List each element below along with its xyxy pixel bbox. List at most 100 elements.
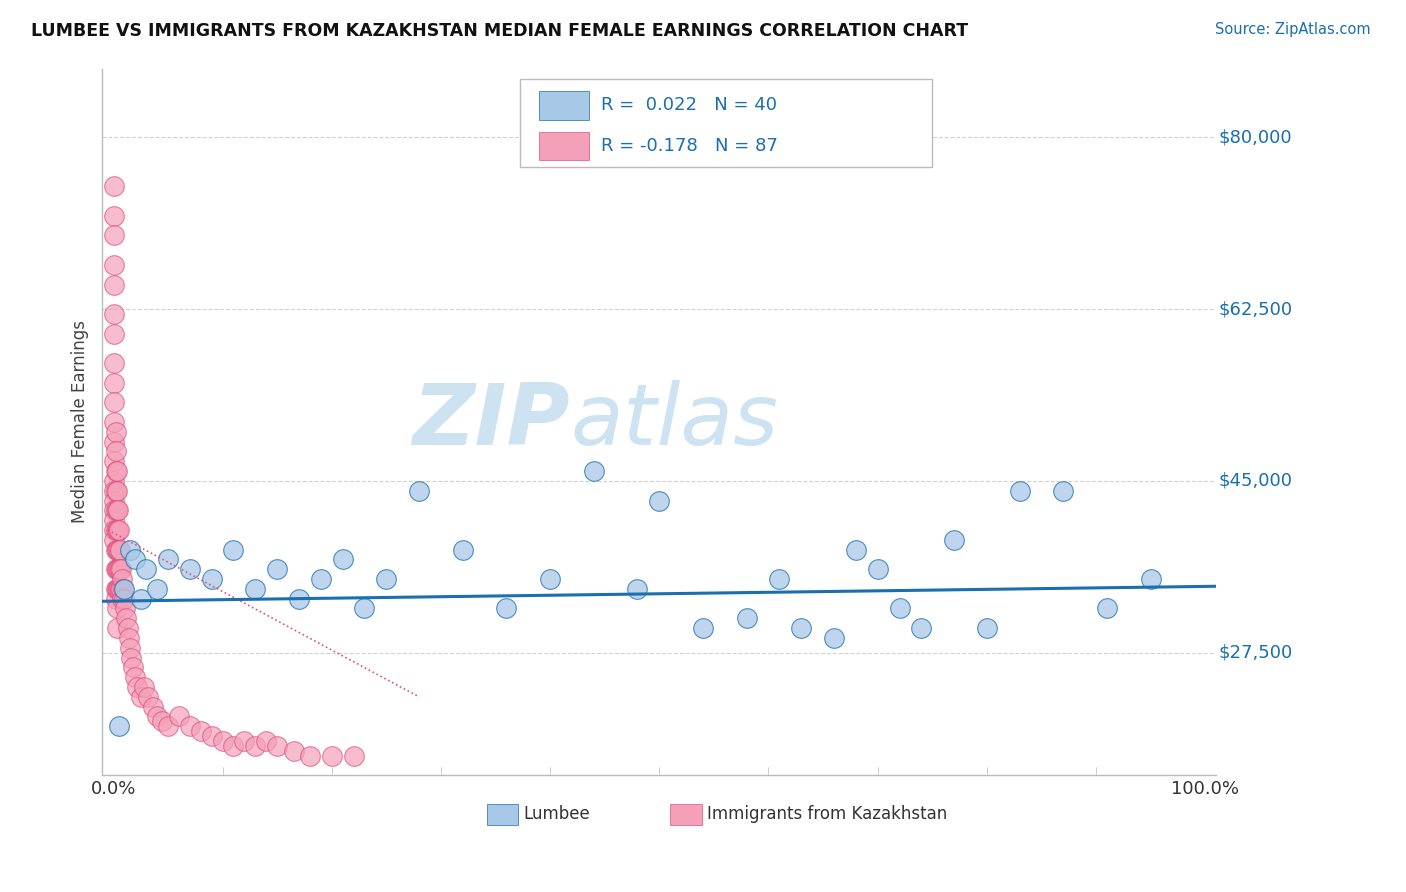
Point	[129, 690, 152, 704]
Point	[146, 709, 169, 723]
Point	[648, 493, 671, 508]
Point	[103, 454, 125, 468]
Point	[408, 483, 430, 498]
Point	[104, 582, 127, 596]
Point	[976, 621, 998, 635]
Point	[108, 582, 131, 596]
Point	[104, 523, 127, 537]
Point	[103, 258, 125, 272]
Point	[108, 562, 131, 576]
Point	[156, 719, 179, 733]
Point	[103, 503, 125, 517]
Point	[105, 503, 128, 517]
Point	[889, 601, 911, 615]
Point	[495, 601, 517, 615]
Point	[1095, 601, 1118, 615]
Point	[103, 326, 125, 341]
Point	[103, 209, 125, 223]
Point	[104, 542, 127, 557]
Point	[582, 464, 605, 478]
Bar	[486, 804, 517, 825]
Point	[266, 739, 288, 753]
Text: R = -0.178   N = 87: R = -0.178 N = 87	[602, 137, 779, 155]
Point	[107, 503, 129, 517]
Point	[136, 690, 159, 704]
Point	[353, 601, 375, 615]
Point	[105, 542, 128, 557]
Point	[120, 650, 142, 665]
Bar	[538, 91, 589, 120]
Bar	[538, 132, 589, 161]
Point	[122, 660, 145, 674]
Point	[768, 572, 790, 586]
Point	[626, 582, 648, 596]
Point	[735, 611, 758, 625]
Point	[245, 582, 267, 596]
Point	[104, 483, 127, 498]
Point	[146, 582, 169, 596]
Point	[266, 562, 288, 576]
Point	[108, 582, 131, 596]
Point	[1008, 483, 1031, 498]
Point	[103, 523, 125, 537]
Point	[108, 562, 131, 576]
Text: $80,000: $80,000	[1219, 128, 1292, 146]
Point	[156, 552, 179, 566]
Point	[1139, 572, 1161, 586]
Point	[108, 523, 131, 537]
Point	[107, 523, 129, 537]
Point	[245, 739, 267, 753]
Point	[132, 680, 155, 694]
Point	[103, 434, 125, 449]
Point	[222, 739, 245, 753]
Point	[117, 631, 139, 645]
Point	[342, 748, 364, 763]
Point	[107, 562, 129, 576]
Point	[110, 562, 132, 576]
Point	[111, 572, 134, 586]
Bar	[671, 804, 702, 825]
Point	[845, 542, 868, 557]
Point	[127, 680, 149, 694]
Point	[105, 483, 128, 498]
Point	[190, 724, 212, 739]
Point	[104, 464, 127, 478]
Text: R =  0.022   N = 40: R = 0.022 N = 40	[602, 96, 778, 114]
Point	[111, 591, 134, 606]
Point	[107, 582, 129, 596]
Point	[104, 591, 127, 606]
Point	[124, 670, 146, 684]
Point	[103, 533, 125, 547]
Point	[118, 542, 141, 557]
Point	[152, 714, 174, 729]
Y-axis label: Median Female Earnings: Median Female Earnings	[72, 320, 89, 524]
Point	[129, 591, 152, 606]
Point	[104, 444, 127, 458]
Point	[283, 744, 305, 758]
FancyBboxPatch shape	[520, 79, 932, 168]
Point	[124, 552, 146, 566]
Point	[790, 621, 813, 635]
Point	[103, 376, 125, 390]
Point	[105, 582, 128, 596]
Point	[108, 542, 131, 557]
Point	[112, 591, 135, 606]
Point	[943, 533, 966, 547]
Point	[104, 425, 127, 439]
Point	[103, 395, 125, 409]
Point	[142, 699, 165, 714]
Point	[254, 734, 277, 748]
Point	[103, 493, 125, 508]
Point	[107, 542, 129, 557]
Text: atlas: atlas	[571, 381, 778, 464]
Point	[112, 582, 135, 596]
Point	[108, 542, 131, 557]
Point	[103, 474, 125, 488]
Point	[104, 562, 127, 576]
Point	[114, 601, 136, 615]
Point	[118, 640, 141, 655]
Point	[332, 552, 354, 566]
Point	[110, 582, 132, 596]
Point	[321, 748, 343, 763]
Text: Immigrants from Kazakhstan: Immigrants from Kazakhstan	[707, 805, 948, 823]
